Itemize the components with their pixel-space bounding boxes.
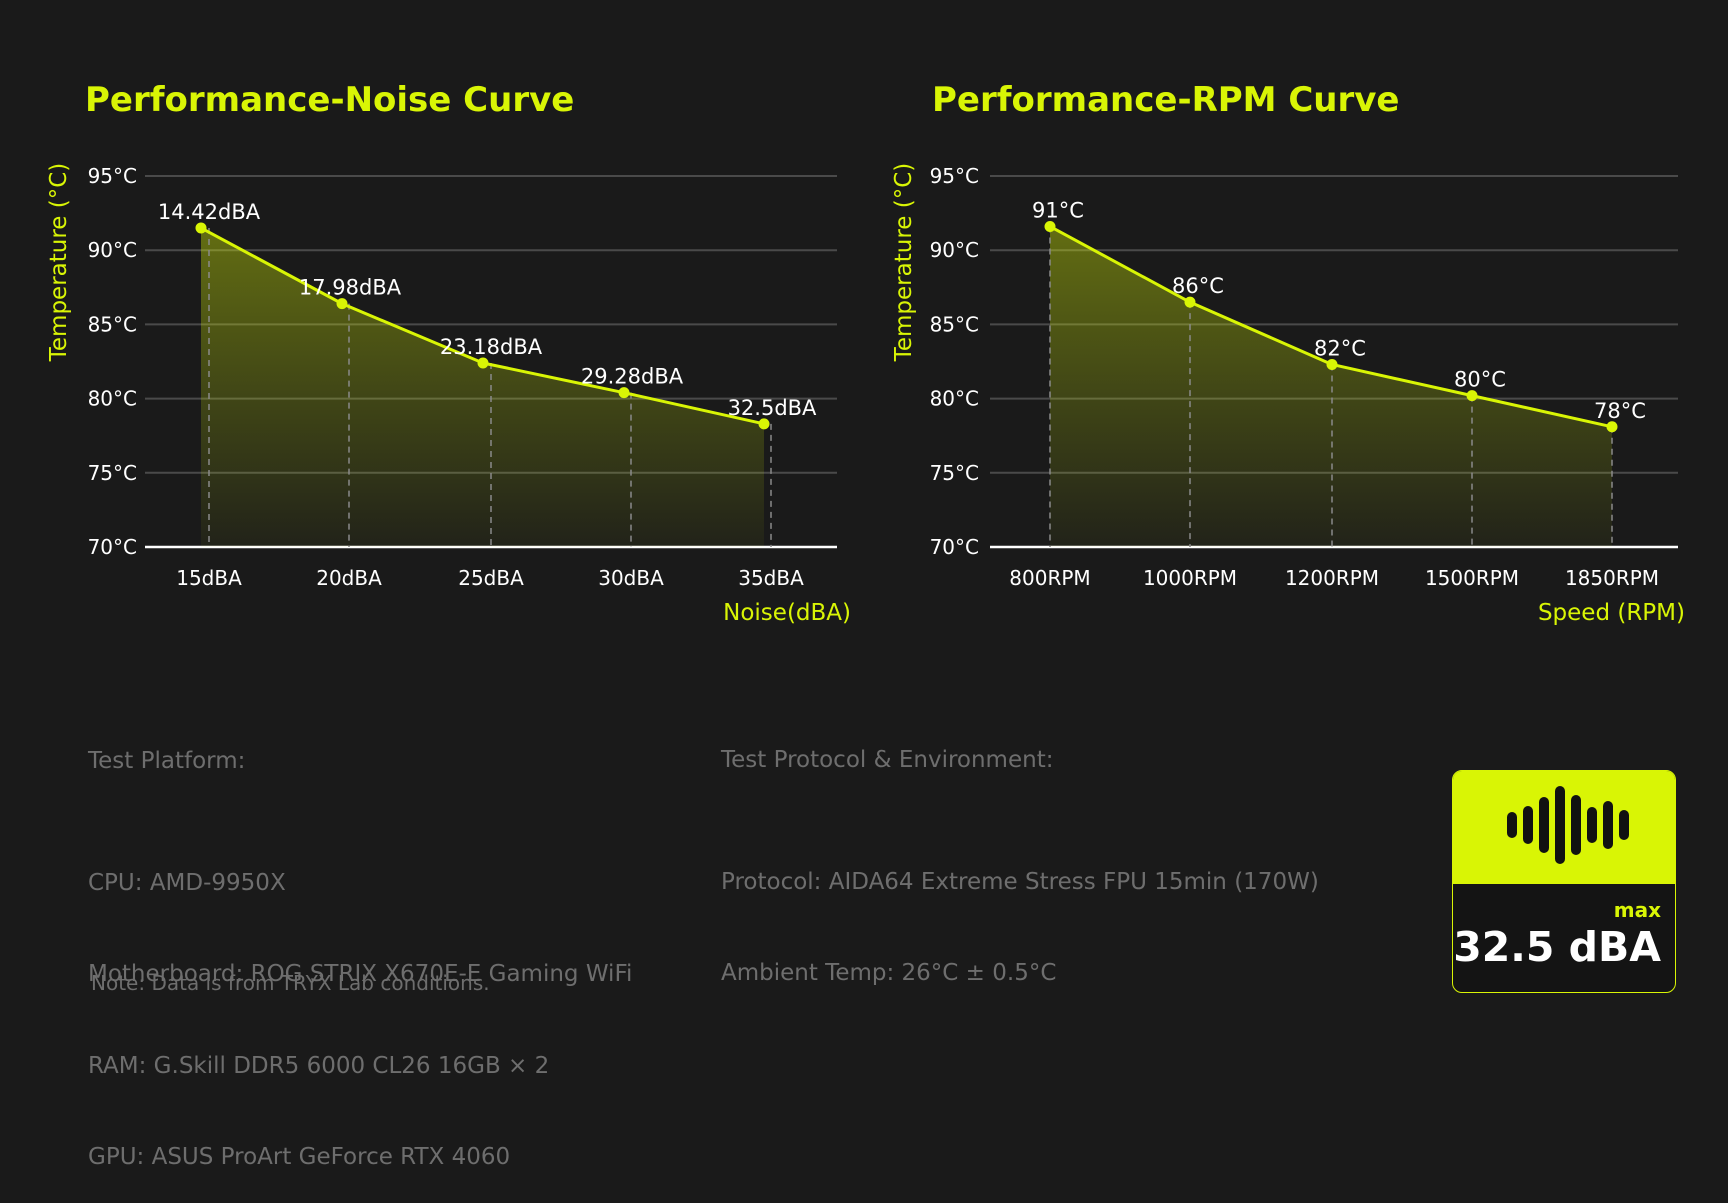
motherboard-spec: Motherboard: ROG STRIX X670E-E Gaming Wi… [88, 961, 633, 987]
rpm-data-label: 82°C [1314, 336, 1366, 360]
badge-header [1453, 771, 1675, 884]
test-platform-section: Test Platform: CPU: AMD-9950X Motherboar… [88, 685, 632, 1203]
noise-data-point [758, 418, 770, 430]
noise-x-tick-label: 30dBA [598, 566, 664, 590]
noise-x-tick-label: 15dBA [176, 566, 242, 590]
rpm-area-fill [1050, 226, 1612, 547]
max-noise-badge: max 32.5 dBA [1452, 770, 1676, 993]
rpm-y-tick-label: 70°C [930, 535, 979, 559]
noise-chart: 95°C 90°C 85°C 80°C 75°C 70°C 14.42dBA 17.98dBA… [46, 163, 851, 626]
noise-x-tick-label: 35dBA [738, 566, 804, 590]
gpu-spec: GPU: ASUS ProArt GeForce RTX 4060 [88, 1144, 511, 1170]
badge-label: max [1613, 898, 1661, 922]
noise-data-label: 23.18dBA [440, 335, 543, 359]
noise-data-point [336, 298, 348, 310]
noise-y-tick-label: 80°C [88, 387, 137, 411]
ram-spec: RAM: G.Skill DDR5 6000 CL26 16GB × 2 [88, 1052, 550, 1079]
noise-x-axis-label: Noise(dBA) [723, 600, 851, 626]
noise-y-tick-label: 95°C [88, 164, 137, 188]
noise-data-label: 17.98dBA [299, 276, 402, 300]
test-protocol-section: Test Protocol & Environment: Protocol: A… [721, 684, 1319, 1019]
noise-y-tick-label: 90°C [88, 238, 137, 262]
protocol-spec: Protocol: AIDA64 Extreme Stress FPU 15mi… [721, 868, 1319, 895]
cpu-spec: CPU: AMD-9950X [88, 869, 286, 896]
noise-y-axis-label: Temperature (°C) [46, 163, 72, 363]
noise-data-point [618, 387, 630, 399]
rpm-x-tick-label: 1200RPM [1285, 566, 1379, 590]
rpm-y-tick-label: 75°C [930, 461, 979, 485]
rpm-data-point [1466, 390, 1478, 402]
noise-data-point [477, 357, 489, 369]
noise-chart-title: Performance-Noise Curve [85, 80, 575, 120]
sound-wave-icon [1507, 786, 1629, 864]
rpm-y-axis-label: Temperature (°C) [891, 163, 917, 363]
rpm-x-axis-label: Speed (RPM) [1538, 600, 1685, 626]
rpm-y-tick-label: 80°C [930, 387, 979, 411]
badge-value: 32.5 dBA [1453, 923, 1661, 971]
noise-y-tick-label: 70°C [88, 535, 137, 559]
rpm-x-tick-label: 1500RPM [1425, 566, 1519, 590]
noise-data-label: 29.28dBA [581, 365, 684, 389]
rpm-x-tick-label: 1850RPM [1565, 566, 1659, 590]
footnote: Note: Data is from TRYX Lab conditions. [91, 971, 490, 995]
rpm-y-tick-label: 95°C [930, 164, 979, 188]
rpm-x-tick-label: 800RPM [1009, 566, 1090, 590]
rpm-chart-title: Performance-RPM Curve [932, 80, 1400, 120]
rpm-x-tick-label: 1000RPM [1143, 566, 1237, 590]
rpm-data-point [1044, 220, 1056, 232]
noise-data-label: 14.42dBA [158, 200, 261, 224]
rpm-data-point [1326, 358, 1338, 370]
rpm-data-label: 91°C [1032, 198, 1084, 222]
noise-data-label: 32.5dBA [728, 396, 817, 420]
noise-y-tick-label: 85°C [88, 312, 137, 336]
rpm-chart: 95°C 90°C 85°C 80°C 75°C 70°C 91°C 86°C 82°C 80°C… [891, 163, 1685, 626]
rpm-data-point [1606, 421, 1618, 433]
test-protocol-heading: Test Protocol & Environment: [721, 747, 1054, 773]
test-platform-heading: Test Platform: [88, 748, 246, 774]
rpm-data-label: 78°C [1594, 399, 1646, 423]
rpm-data-point [1184, 296, 1196, 308]
rpm-y-tick-label: 90°C [930, 238, 979, 262]
ambient-temp-spec: Ambient Temp: 26°C ± 0.5°C [721, 960, 1057, 986]
noise-data-point [195, 222, 207, 234]
rpm-data-label: 86°C [1172, 274, 1224, 298]
noise-x-tick-label: 25dBA [458, 566, 524, 590]
rpm-y-tick-label: 85°C [930, 312, 979, 336]
noise-x-tick-label: 20dBA [316, 566, 382, 590]
noise-y-tick-label: 75°C [88, 461, 137, 485]
rpm-data-label: 80°C [1454, 368, 1506, 392]
